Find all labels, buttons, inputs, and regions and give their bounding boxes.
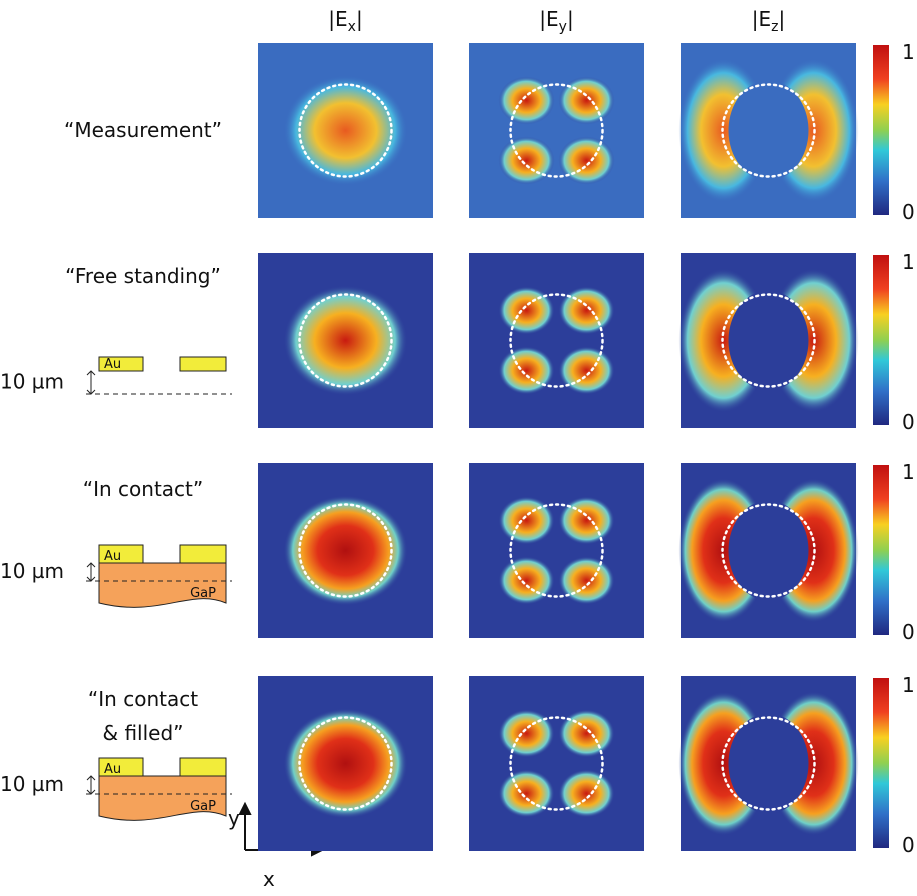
field-panel	[679, 43, 859, 218]
field-lobe	[499, 770, 555, 818]
field-panel	[469, 676, 644, 851]
field-lobe	[499, 497, 555, 545]
metal-pad	[180, 545, 226, 563]
header-close: |	[356, 7, 363, 31]
panel-bg	[469, 676, 644, 851]
field-lobe	[499, 77, 555, 125]
field-lobe	[559, 557, 615, 605]
row-label: & filled”	[102, 721, 183, 745]
metal-pad	[180, 758, 226, 776]
thickness-arrow	[87, 371, 95, 394]
column-header: |Ex|	[328, 7, 362, 35]
sample-schematic: Au 10 µm GaP	[0, 545, 232, 607]
header-close: |	[778, 7, 785, 31]
colorbar	[873, 255, 889, 425]
panel-bg	[469, 463, 644, 638]
sample-schematic: Au 10 µm GaP	[0, 758, 232, 820]
colorbar-max: 1	[902, 250, 915, 274]
colorbar	[873, 45, 889, 215]
field-lobe	[559, 710, 615, 758]
field-lobe	[499, 557, 555, 605]
colorbar-max: 1	[902, 40, 915, 64]
field-panel	[258, 676, 433, 851]
colorbar-max: 1	[902, 460, 915, 484]
field-panel	[679, 253, 859, 428]
thickness-label: 10 µm	[0, 772, 64, 796]
row-label: “In contact”	[83, 477, 204, 501]
field-panel	[469, 43, 644, 218]
field-lobe	[499, 710, 555, 758]
field-panel	[469, 463, 644, 638]
thickness-arrow	[87, 776, 95, 794]
metal-label: Au	[104, 549, 121, 564]
field-lobe	[559, 770, 615, 818]
y-axis-label: y	[228, 806, 240, 830]
colorbar-min: 0	[902, 200, 915, 224]
field-lobe	[284, 76, 408, 186]
panel-bg	[469, 253, 644, 428]
row-label: “In contact	[88, 687, 198, 711]
header-sub: y	[559, 19, 567, 35]
metal-label: Au	[104, 762, 121, 777]
field-lobe	[499, 137, 555, 185]
thickness-label: 10 µm	[0, 370, 64, 394]
thickness-arrow	[87, 563, 95, 581]
header-main: |E	[328, 7, 347, 31]
substrate-label: GaP	[190, 799, 216, 814]
field-lobe	[559, 137, 615, 185]
colorbar-min: 0	[902, 410, 915, 434]
colorbar-min: 0	[902, 620, 915, 644]
field-lobe	[284, 709, 408, 819]
colorbar	[873, 465, 889, 635]
colorbar	[873, 678, 889, 848]
row-label: “Measurement”	[64, 118, 222, 142]
field-panel	[679, 676, 859, 851]
field-lobe	[284, 496, 408, 606]
field-lobe	[559, 287, 615, 335]
field-panel	[258, 463, 433, 638]
column-header: |Ez|	[752, 7, 785, 35]
colorbar-max: 1	[902, 673, 915, 697]
header-close: |	[567, 7, 574, 31]
colorbar-min: 0	[902, 833, 915, 857]
field-lobe	[499, 347, 555, 395]
column-header: |Ey|	[539, 7, 573, 35]
field-panel	[469, 253, 644, 428]
field-lobe	[559, 497, 615, 545]
x-axis-label: x	[263, 867, 275, 891]
figure: y x |Ex||Ey||Ez|10“Measurement”10“Free s…	[0, 0, 917, 892]
substrate-label: GaP	[190, 586, 216, 601]
thickness-label: 10 µm	[0, 559, 64, 583]
field-panel	[679, 463, 859, 638]
field-lobe	[499, 287, 555, 335]
field-lobe	[284, 286, 408, 396]
header-sub: x	[348, 19, 356, 35]
metal-label: Au	[104, 357, 121, 372]
sample-schematic: Au 10 µm	[0, 357, 232, 394]
field-panel	[258, 43, 433, 218]
header-main: |E	[539, 7, 558, 31]
field-lobe	[559, 347, 615, 395]
field-lobe	[559, 77, 615, 125]
panel-bg	[469, 43, 644, 218]
header-sub: z	[771, 19, 778, 35]
metal-pad	[180, 357, 226, 371]
field-panel	[258, 253, 433, 428]
row-label: “Free standing”	[65, 264, 221, 288]
header-main: |E	[752, 7, 771, 31]
